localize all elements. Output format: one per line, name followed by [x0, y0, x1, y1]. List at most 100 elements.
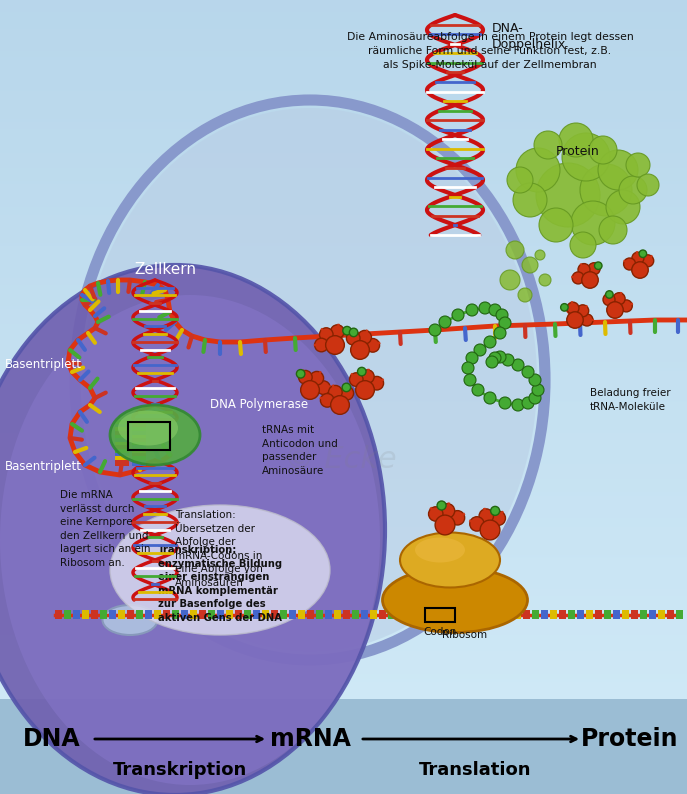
Bar: [0, 158, 687, 159]
Bar: [0, 598, 687, 599]
Bar: [0, 142, 687, 143]
Bar: [0, 724, 687, 725]
Bar: [667, 610, 674, 619]
Bar: [0, 615, 687, 616]
Bar: [0, 346, 687, 347]
Bar: [0, 444, 687, 445]
Bar: [0, 700, 687, 701]
Bar: [415, 610, 422, 619]
Bar: [0, 64, 687, 65]
Bar: [109, 610, 116, 619]
Bar: [0, 283, 687, 284]
Bar: [0, 359, 687, 360]
Bar: [0, 443, 687, 444]
Bar: [0, 246, 687, 247]
Text: Protein: Protein: [556, 145, 600, 158]
Circle shape: [512, 359, 524, 371]
Bar: [0, 362, 687, 363]
Bar: [0, 32, 687, 33]
Bar: [0, 220, 687, 221]
Bar: [0, 618, 687, 619]
Bar: [0, 461, 687, 462]
Bar: [0, 52, 687, 53]
Bar: [0, 330, 687, 331]
Text: Codon: Codon: [423, 627, 457, 637]
Bar: [0, 530, 687, 531]
Bar: [0, 668, 687, 669]
Bar: [0, 78, 687, 79]
Bar: [0, 147, 687, 148]
Circle shape: [370, 376, 383, 390]
Bar: [0, 729, 687, 730]
Bar: [0, 793, 687, 794]
Bar: [424, 610, 431, 619]
Bar: [0, 579, 687, 580]
Text: tRNAs mit
Anticodon und
passender
Aminosäure: tRNAs mit Anticodon und passender Aminos…: [262, 425, 338, 476]
Ellipse shape: [400, 533, 500, 588]
Circle shape: [582, 272, 598, 288]
Circle shape: [516, 148, 560, 192]
Bar: [640, 610, 647, 619]
Circle shape: [440, 503, 455, 518]
Bar: [0, 297, 687, 298]
Bar: [0, 505, 687, 506]
Bar: [0, 127, 687, 128]
Bar: [0, 637, 687, 638]
Bar: [0, 418, 687, 419]
Circle shape: [562, 133, 610, 181]
Bar: [0, 397, 687, 398]
Bar: [0, 167, 687, 168]
Circle shape: [571, 201, 615, 245]
Bar: [0, 589, 687, 590]
Bar: [0, 636, 687, 637]
Bar: [0, 410, 687, 411]
Bar: [0, 117, 687, 118]
Bar: [0, 293, 687, 294]
Bar: [0, 240, 687, 241]
Bar: [0, 768, 687, 769]
Bar: [0, 625, 687, 626]
Bar: [0, 480, 687, 481]
Bar: [0, 152, 687, 153]
Bar: [0, 378, 687, 379]
Bar: [0, 195, 687, 196]
Bar: [0, 264, 687, 265]
Bar: [0, 475, 687, 476]
Bar: [0, 767, 687, 768]
Bar: [0, 92, 687, 93]
Bar: [0, 500, 687, 501]
Bar: [0, 327, 687, 328]
Circle shape: [328, 385, 342, 399]
Bar: [0, 263, 687, 264]
Bar: [0, 265, 687, 266]
Bar: [0, 469, 687, 470]
Bar: [0, 468, 687, 469]
Bar: [0, 722, 687, 723]
Bar: [0, 55, 687, 56]
Bar: [0, 646, 687, 647]
Bar: [0, 652, 687, 653]
Bar: [0, 120, 687, 121]
Bar: [0, 27, 687, 28]
Bar: [0, 459, 687, 460]
Bar: [0, 588, 687, 589]
Bar: [0, 676, 687, 677]
Bar: [0, 391, 687, 392]
Circle shape: [539, 208, 573, 242]
Bar: [0, 196, 687, 197]
Bar: [0, 781, 687, 782]
Bar: [0, 675, 687, 676]
Bar: [0, 754, 687, 755]
Bar: [0, 521, 687, 522]
Bar: [0, 357, 687, 358]
Bar: [0, 792, 687, 793]
Bar: [425, 608, 455, 622]
Bar: [0, 425, 687, 426]
Circle shape: [315, 338, 328, 352]
Bar: [0, 123, 687, 124]
Bar: [0, 464, 687, 465]
Bar: [0, 666, 687, 667]
Bar: [0, 279, 687, 280]
Text: mRNA: mRNA: [269, 727, 350, 751]
Bar: [0, 353, 687, 354]
